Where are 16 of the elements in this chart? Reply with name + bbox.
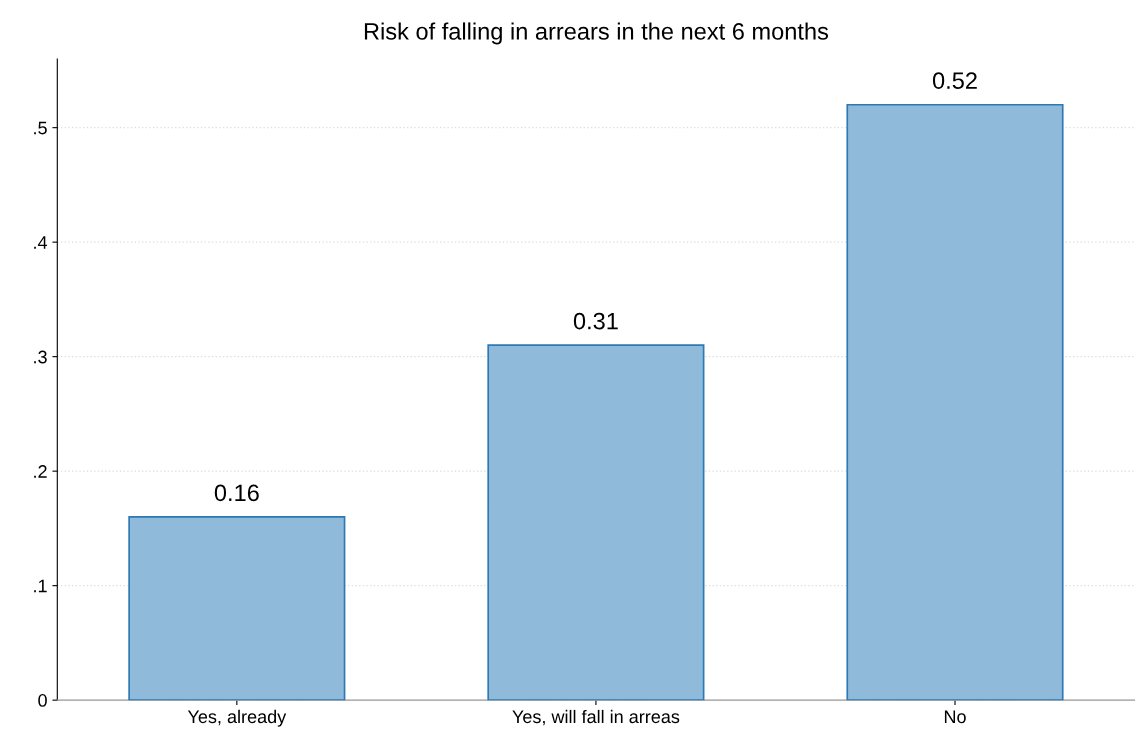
chart-title: Risk of falling in arrears in the next 6 months (364, 22, 829, 45)
data-label: 0.16 (214, 484, 259, 502)
x-tick-label: No (944, 710, 966, 724)
x-tick-label: Yes, already (187, 709, 287, 727)
data-label: 0.31 (573, 312, 618, 330)
y-tick-label: .3 (34, 350, 47, 364)
bar (487, 344, 705, 701)
x-tick-label: Yes, will fall in arreas (512, 709, 680, 726)
y-tick-label: .1 (34, 579, 47, 593)
y-tick-label: .4 (34, 236, 48, 249)
y-tick-label: .2 (34, 465, 47, 478)
y-tick-label: 0 (38, 694, 47, 707)
y-tick-label: .5 (34, 121, 47, 135)
bar (128, 516, 346, 701)
bar (846, 103, 1064, 701)
data-label: 0.52 (932, 72, 977, 89)
